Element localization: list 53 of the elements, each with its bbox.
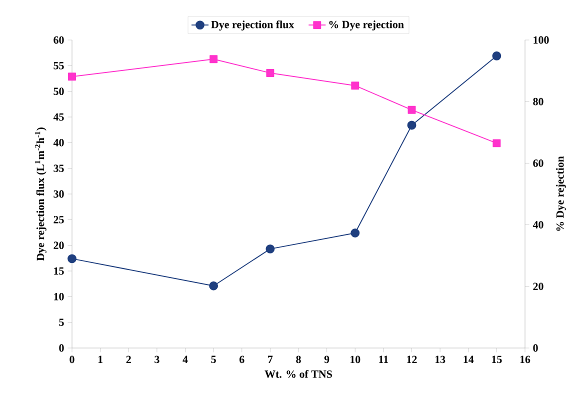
y2-tick-label: 20 — [533, 282, 544, 290]
y2-axis-title: % Dye rejection — [556, 156, 566, 231]
y-tick-label: 10 — [54, 292, 64, 300]
point — [492, 51, 502, 60]
y-tick-label: 35 — [54, 164, 64, 172]
point — [209, 281, 218, 290]
x-tick-label: 1 — [98, 356, 102, 364]
x-tick-label: 6 — [240, 356, 244, 364]
y-tick-label: 20 — [54, 242, 64, 250]
x-tick-label: 10 — [350, 356, 360, 364]
x-tick-label: 5 — [211, 356, 216, 364]
x-tick-label: 13 — [435, 356, 446, 364]
x-tick-label: 2 — [126, 356, 131, 364]
y-tick-label: 60 — [54, 36, 64, 44]
x-tick-label: 8 — [296, 356, 301, 364]
point — [492, 139, 501, 148]
y-tick-label: 50 — [54, 88, 64, 96]
point — [407, 120, 416, 130]
point — [68, 254, 76, 264]
point — [266, 244, 275, 254]
y-axis-title: Dye rejection flux (L$^{1}$m$^{-2}$h$^{-1}$) — [35, 128, 46, 261]
y-tick-label: 55 — [54, 62, 64, 70]
point — [350, 228, 360, 238]
y-tick-label: 0 — [59, 344, 64, 352]
y-tick-label: 15 — [54, 267, 64, 275]
y-tick-label: 5 — [59, 318, 64, 326]
y2-tick-label: 80 — [533, 98, 544, 106]
y2-tick-label: 0 — [533, 344, 538, 352]
y2-tick-label: 40 — [532, 221, 544, 228]
legend-label: Dye rejection flux — [211, 20, 294, 31]
legend-label: % Dye rejection — [329, 20, 404, 30]
y-tick-label: 45 — [53, 113, 64, 121]
x-axis-title: Wt. % of TNS — [264, 370, 332, 378]
y-tick-label: 30 — [54, 190, 64, 198]
point — [68, 72, 76, 81]
x-tick-label: 15 — [492, 356, 502, 364]
x-tick-label: 14 — [464, 356, 474, 364]
x-tick-label: 0 — [70, 356, 74, 364]
x-tick-label: 7 — [268, 356, 273, 363]
y2-tick-label: 60 — [533, 160, 544, 167]
point — [408, 106, 416, 114]
x-tick-label: 3 — [154, 356, 160, 364]
y-tick-label: 40 — [53, 138, 64, 146]
x-tick-label: 11 — [379, 356, 388, 364]
x-tick-label: 4 — [182, 356, 188, 363]
x-tick-label: 16 — [520, 356, 530, 364]
point — [351, 82, 360, 90]
y-tick-label: 25 — [54, 216, 64, 224]
point — [266, 68, 274, 77]
x-tick-label: 12 — [407, 356, 417, 364]
y2-tick-label: 100 — [534, 36, 549, 44]
point — [210, 55, 218, 64]
x-tick-label: 9 — [324, 356, 330, 364]
